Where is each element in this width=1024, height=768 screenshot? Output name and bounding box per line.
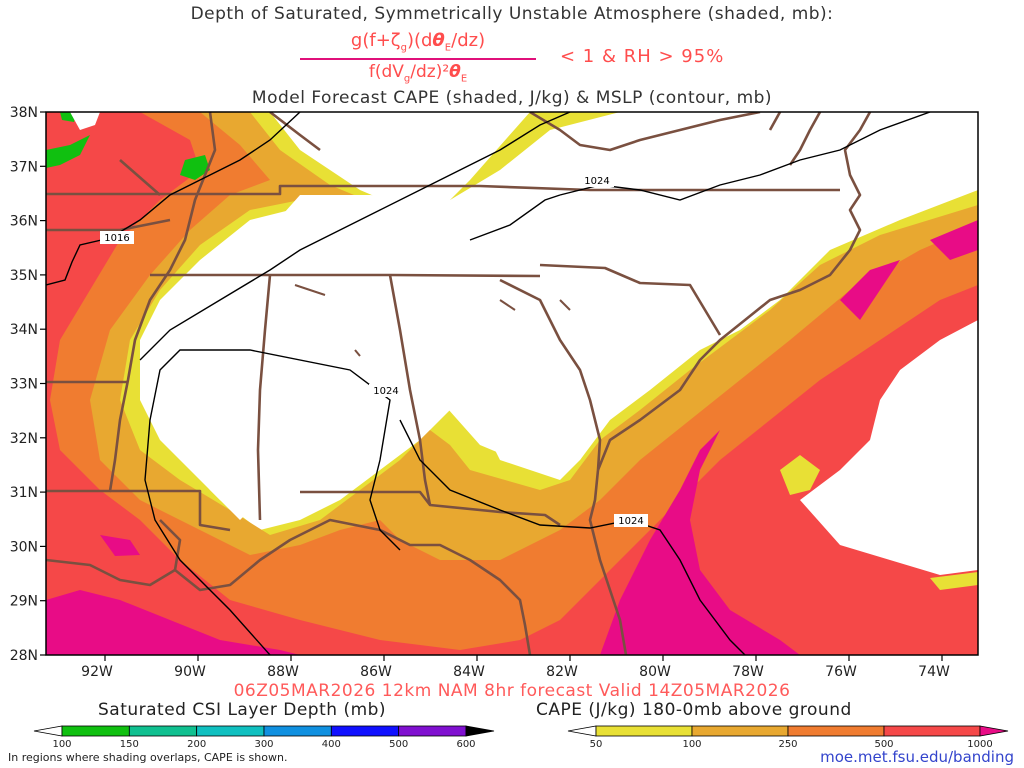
lat-label: 36N bbox=[10, 214, 38, 230]
lon-label: 92W bbox=[81, 664, 113, 680]
colorbar-tick-label: 250 bbox=[778, 739, 797, 750]
lon-label: 86W bbox=[360, 664, 392, 680]
csi-colorbar-title: Saturated CSI Layer Depth (mb) bbox=[98, 700, 387, 720]
lat-label: 38N bbox=[10, 105, 38, 121]
isobar-labels: 1016 1024 1024 1024 bbox=[100, 174, 648, 527]
colorbar-tick-label: 1000 bbox=[967, 739, 992, 750]
cape-colorbar-title: CAPE (J/kg) 180-0mb above ground bbox=[536, 700, 852, 720]
colorbar-tick-label: 50 bbox=[590, 739, 603, 750]
lat-label: 37N bbox=[10, 159, 38, 175]
lon-label: 82W bbox=[546, 664, 578, 680]
latitude-axis: 38N 37N 36N 35N 34N 33N 32N 31N 30N 29N 28N bbox=[10, 105, 46, 664]
unshaded-areas bbox=[70, 112, 978, 575]
colorbar-tick-label: 100 bbox=[682, 739, 701, 750]
colorbar-tick-label: 150 bbox=[120, 739, 139, 750]
lat-label: 29N bbox=[10, 594, 38, 610]
colorbar-tick-label: 500 bbox=[389, 739, 408, 750]
colorbar-segment bbox=[330, 725, 400, 737]
colorbar-tick-label: 200 bbox=[187, 739, 206, 750]
colorbar-low-end bbox=[567, 725, 597, 737]
map-subtitle: Model Forecast CAPE (shaded, J/kg) & MSL… bbox=[251, 88, 773, 108]
colorbar-tick-label: 100 bbox=[52, 739, 71, 750]
colorbar-segment bbox=[787, 725, 885, 737]
map-title: Depth of Saturated, Symmetrically Unstab… bbox=[190, 4, 834, 24]
csi-equation: g(f+ζg)(dθE/dz) f(dVg/dz)²θE bbox=[300, 30, 540, 86]
lon-label: 74W bbox=[918, 664, 950, 680]
cape-50-rim bbox=[780, 455, 978, 590]
equation-numerator: g(f+ζg)(dθE/dz) bbox=[350, 30, 486, 54]
state-borders bbox=[46, 112, 872, 655]
lon-label: 90W bbox=[174, 664, 206, 680]
csi-colorbar: 100 150 200 300 400 500 600 bbox=[33, 725, 495, 750]
colorbar-high-end bbox=[465, 725, 495, 737]
lon-label: 76W bbox=[825, 664, 857, 680]
colorbar-low-end bbox=[33, 725, 63, 737]
csi-criterion: < 1 & RH > 95% bbox=[560, 46, 725, 67]
cape-1000-shading bbox=[46, 220, 978, 655]
colorbar-segment bbox=[595, 725, 693, 737]
isobar-label-1024-north: 1024 bbox=[584, 176, 609, 187]
lon-label: 88W bbox=[267, 664, 299, 680]
site-link[interactable]: moe.met.fsu.edu/banding bbox=[820, 748, 1014, 766]
longitude-axis: 92W 90W 88W 86W 84W 82W 80W 78W 76W 74W bbox=[81, 655, 950, 680]
isobar-label-1024-south: 1024 bbox=[618, 516, 643, 527]
lat-label: 31N bbox=[10, 485, 38, 501]
colorbar-high-end bbox=[979, 725, 1009, 737]
map-plot-area: 1016 1024 1024 1024 bbox=[46, 112, 978, 655]
equation-denominator: f(dVg/dz)²θE bbox=[368, 62, 468, 85]
lon-label: 84W bbox=[453, 664, 485, 680]
mslp-isobars bbox=[46, 112, 931, 655]
lon-label: 78W bbox=[732, 664, 764, 680]
colorbar-segment bbox=[196, 725, 265, 737]
lat-label: 28N bbox=[10, 648, 38, 664]
colorbar-tick-label: 500 bbox=[874, 739, 893, 750]
cape-colorbar: 50 100 250 500 1000 bbox=[567, 725, 1009, 750]
colorbar-segment bbox=[263, 725, 332, 737]
colorbar-tick-label: 300 bbox=[254, 739, 273, 750]
colorbar-segment bbox=[883, 725, 981, 737]
overlap-footnote: In regions where shading overlaps, CAPE … bbox=[8, 751, 288, 764]
isobar-label-1024-central: 1024 bbox=[373, 386, 398, 397]
equation-fraction-bar bbox=[300, 58, 536, 60]
cape-500-shading bbox=[46, 112, 978, 655]
colorbar-segment bbox=[691, 725, 789, 737]
lat-label: 32N bbox=[10, 431, 38, 447]
colorbar-segment bbox=[128, 725, 198, 737]
lon-label: 80W bbox=[639, 664, 671, 680]
lat-label: 33N bbox=[10, 377, 38, 393]
colorbar-segment bbox=[61, 725, 130, 737]
colorbar-segment bbox=[398, 725, 467, 737]
lat-label: 34N bbox=[10, 322, 38, 338]
isobar-label-1016: 1016 bbox=[104, 233, 129, 244]
csi-shading bbox=[46, 112, 210, 180]
valid-time: 06Z05MAR2026 12km NAM 8hr forecast Valid… bbox=[233, 681, 791, 701]
lat-label: 30N bbox=[10, 539, 38, 555]
colorbar-tick-label: 600 bbox=[456, 739, 475, 750]
colorbar-tick-label: 400 bbox=[322, 739, 341, 750]
lat-label: 35N bbox=[10, 268, 38, 284]
